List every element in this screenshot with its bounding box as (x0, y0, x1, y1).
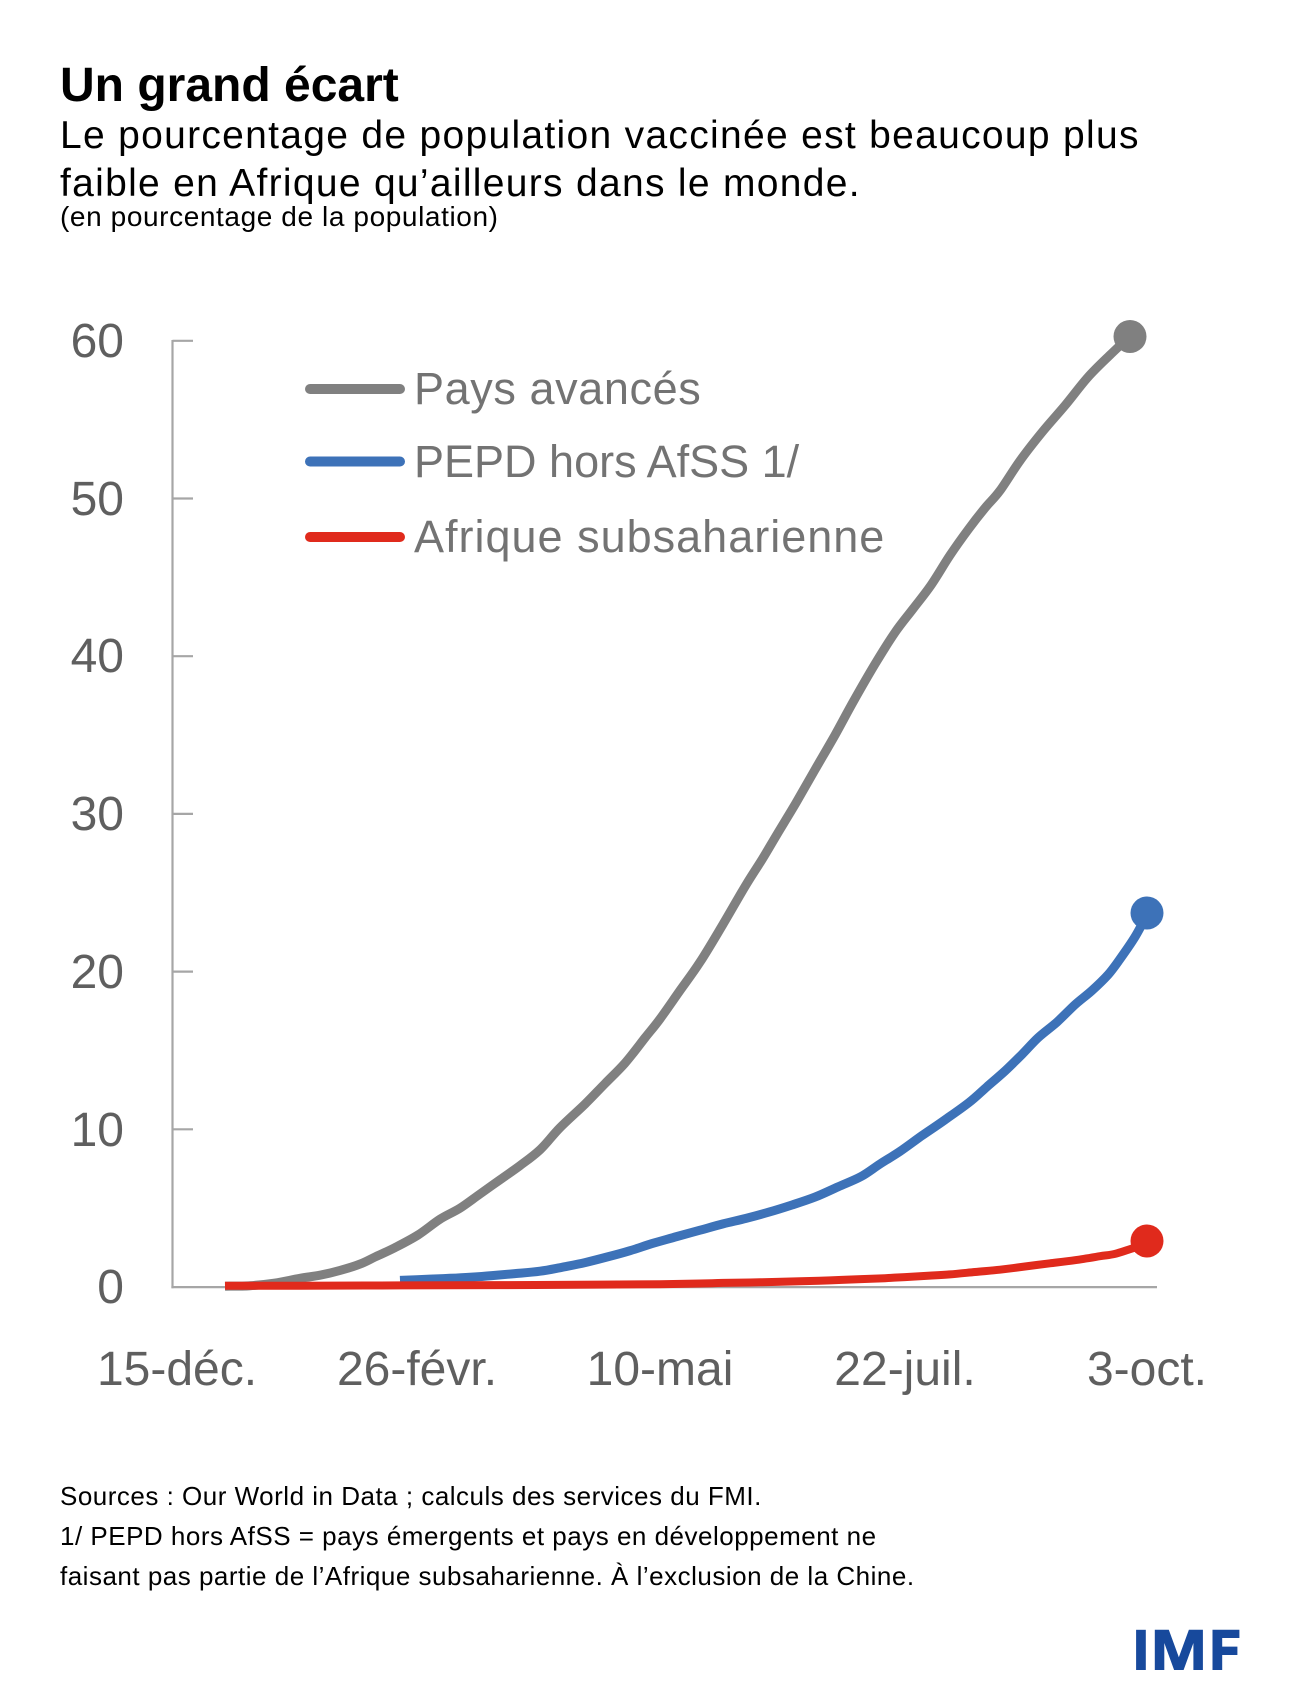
svg-text:1/ PEPD hors AfSS = pays émerg: 1/ PEPD hors AfSS = pays émergents et pa… (60, 1521, 877, 1551)
svg-text:(en pourcentage de la populati: (en pourcentage de la population) (60, 201, 499, 232)
svg-text:Le pourcentage de population v: Le pourcentage de population vaccinée es… (60, 114, 1140, 157)
svg-text:40: 40 (71, 630, 124, 683)
svg-text:Pays avancés: Pays avancés (414, 363, 701, 414)
svg-text:10: 10 (71, 1104, 124, 1157)
svg-text:0: 0 (97, 1261, 124, 1314)
svg-text:60: 60 (71, 315, 124, 368)
svg-text:26-févr.: 26-févr. (337, 1343, 497, 1396)
svg-text:50: 50 (71, 473, 124, 526)
svg-text:10-mai: 10-mai (587, 1343, 734, 1396)
svg-text:faible en Afrique qu’ailleurs: faible en Afrique qu’ailleurs dans le mo… (60, 162, 861, 205)
svg-text:22-juil.: 22-juil. (834, 1343, 975, 1396)
svg-text:Afrique subsaharienne: Afrique subsaharienne (414, 511, 885, 562)
svg-text:Sources : Our World in Data ;: Sources : Our World in Data ; calculs de… (60, 1481, 762, 1511)
svg-text:15-déc.: 15-déc. (97, 1343, 257, 1396)
svg-text:3-oct.: 3-oct. (1087, 1343, 1207, 1396)
svg-text:Un grand écart: Un grand écart (60, 59, 399, 112)
svg-text:faisant pas partie de l’Afriqu: faisant pas partie de l’Afrique subsahar… (60, 1561, 915, 1591)
svg-text:20: 20 (71, 946, 124, 999)
svg-text:PEPD hors AfSS 1/: PEPD hors AfSS 1/ (414, 436, 800, 487)
svg-text:30: 30 (71, 788, 124, 841)
